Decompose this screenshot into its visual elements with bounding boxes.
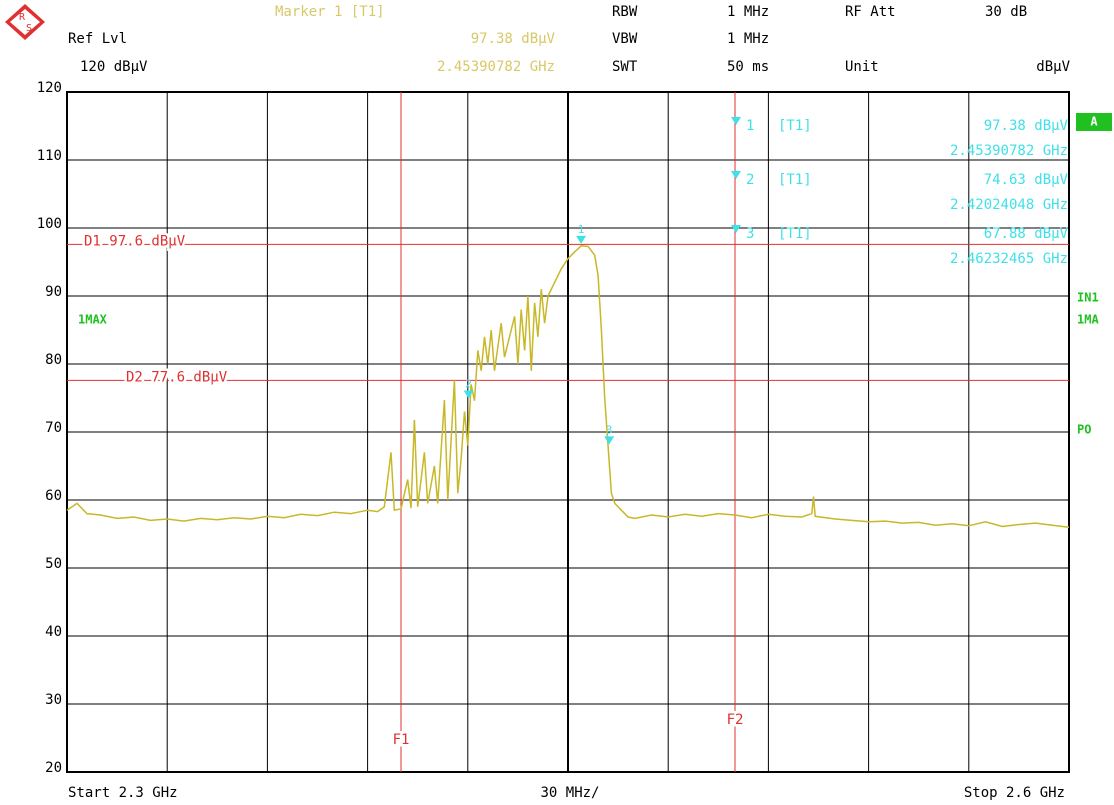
marker-symbol <box>731 171 741 179</box>
marker-table-level: 74.63 dBµV <box>984 172 1069 188</box>
rbw-label: RBW <box>612 4 638 20</box>
swt: 50 ms <box>727 59 769 75</box>
marker-table-freq: 2.42024048 GHz <box>950 197 1068 213</box>
marker-table-level: 67.88 dBµV <box>984 226 1069 242</box>
marker-level: 97.38 dBµV <box>471 31 556 47</box>
vbw-label: VBW <box>612 31 638 47</box>
marker-freq: 2.45390782 GHz <box>437 59 555 75</box>
svg-text:R: R <box>19 12 26 23</box>
trace <box>66 244 1070 528</box>
marker-symbol <box>731 117 741 125</box>
y-tick-label: 110 <box>37 148 62 164</box>
y-tick-label: 20 <box>45 760 62 776</box>
display-line-label: D2 77.6 dBµV <box>126 369 228 385</box>
marker-table-number: 3 <box>746 226 754 242</box>
marker-table-level: 97.38 dBµV <box>984 118 1069 134</box>
marker-table-freq: 2.46232465 GHz <box>950 251 1068 267</box>
swt-label: SWT <box>612 59 638 75</box>
marker-table-trace: [T1] <box>778 118 812 134</box>
marker <box>604 436 615 445</box>
marker-table-number: 2 <box>746 172 754 188</box>
marker-number: 2 <box>465 378 472 391</box>
rf-att-label: RF Att <box>845 4 896 20</box>
y-tick-label: 90 <box>45 284 62 300</box>
side-label: A <box>1090 115 1098 129</box>
svg-text:S: S <box>26 23 32 34</box>
y-tick-label: 120 <box>37 80 62 96</box>
marker-table-trace: [T1] <box>778 172 812 188</box>
logo: R S <box>5 4 45 40</box>
marker-table-freq: 2.45390782 GHz <box>950 143 1068 159</box>
ref-lvl-label: Ref Lvl <box>68 31 127 47</box>
start-label: Start 2.3 GHz <box>68 785 178 801</box>
freq-line-label: F2 <box>727 712 744 728</box>
y-tick-label: 60 <box>45 488 62 504</box>
freq-line-label: F1 <box>393 732 410 748</box>
span-label: 30 MHz/ <box>540 785 599 801</box>
unit-label: Unit <box>845 59 879 75</box>
vbw: 1 MHz <box>727 31 769 47</box>
side-label: PO <box>1077 423 1091 437</box>
trace-label: 1MAX <box>78 313 108 327</box>
marker-symbol <box>731 225 741 233</box>
stop-label: Stop 2.6 GHz <box>964 785 1065 801</box>
y-tick-label: 50 <box>45 556 62 572</box>
rbw: 1 MHz <box>727 4 769 20</box>
rf-att: 30 dB <box>985 4 1027 20</box>
y-tick-label: 80 <box>45 352 62 368</box>
ref-lvl: 120 dBµV <box>80 59 148 75</box>
a-box <box>1076 113 1112 131</box>
marker <box>463 390 474 399</box>
y-tick-label: 100 <box>37 216 62 232</box>
y-tick-label: 30 <box>45 692 62 708</box>
marker-header: Marker 1 [T1] <box>275 4 385 20</box>
marker-table-number: 1 <box>746 118 754 134</box>
unit: dBµV <box>1036 59 1070 75</box>
marker-table-trace: [T1] <box>778 226 812 242</box>
display-line-label: D1 97.6 dBµV <box>84 233 186 249</box>
marker <box>576 235 587 244</box>
marker-number: 1 <box>578 223 585 236</box>
y-tick-label: 40 <box>45 624 62 640</box>
marker-number: 3 <box>606 423 613 436</box>
side-label: IN1 <box>1077 291 1099 305</box>
side-label: 1MA <box>1077 313 1099 327</box>
y-tick-label: 70 <box>45 420 62 436</box>
